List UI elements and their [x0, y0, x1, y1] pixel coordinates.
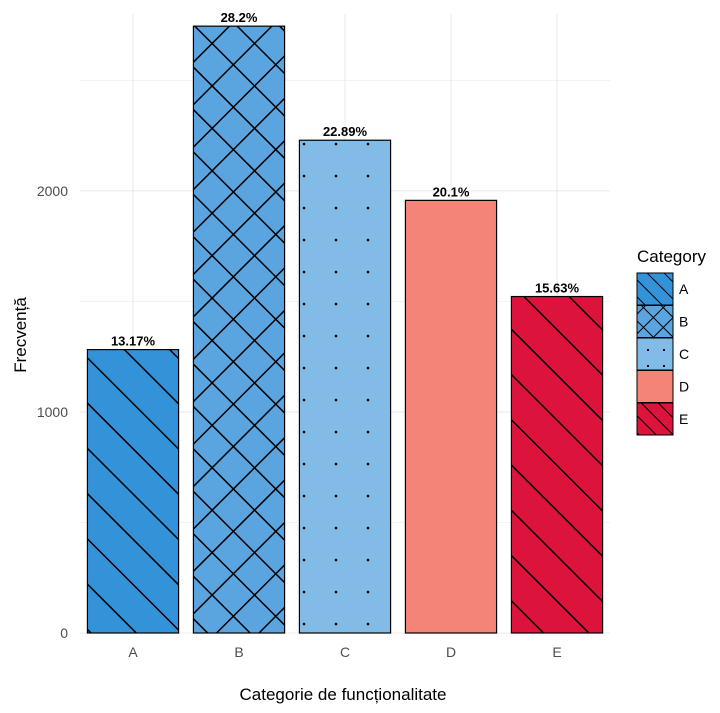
x-axis-title: Categorie de funcționalitate — [240, 685, 447, 704]
data-label-b: 28.2% — [221, 10, 258, 25]
legend-title: Category — [637, 247, 706, 266]
legend-item-d: D — [636, 370, 689, 403]
legend-key-pattern — [637, 338, 673, 370]
bar-outline — [404, 199, 498, 634]
legend-key-outline — [636, 402, 674, 436]
legend-items: A BC DE — [636, 272, 689, 436]
y-tick-label: 2000 — [37, 183, 68, 199]
y-axis-ticks: 0 1000 2000 — [37, 183, 68, 641]
y-axis-title: Frecvență — [11, 297, 30, 373]
bar-d — [404, 199, 498, 634]
bar-b — [192, 25, 286, 634]
legend-item-e: E — [636, 402, 688, 436]
bar-pattern — [87, 349, 179, 633]
x-tick-label: A — [128, 644, 138, 660]
legend: Category A BC DE — [636, 247, 706, 436]
bar-pattern — [511, 296, 603, 633]
bar-outline — [298, 139, 392, 634]
y-tick-label: 0 — [60, 625, 68, 641]
y-tick-label: 1000 — [37, 404, 68, 420]
legend-label: D — [679, 379, 689, 395]
legend-key-pattern — [637, 403, 673, 435]
legend-label: E — [679, 411, 688, 427]
legend-label: C — [679, 346, 689, 362]
bar-outline — [86, 348, 180, 634]
data-label-a: 13.17% — [111, 334, 156, 349]
data-labels: 13.17% 28.2% 22.89% 20.1% 15.63% — [111, 10, 580, 348]
bars — [86, 25, 604, 634]
bar-pattern — [193, 26, 285, 633]
bar-e — [510, 295, 604, 634]
legend-key — [637, 370, 673, 403]
bar-c — [298, 139, 392, 634]
bar-a — [86, 348, 180, 634]
legend-item-b: B — [636, 305, 688, 338]
data-label-c: 22.89% — [323, 124, 368, 139]
bar-fill — [405, 200, 497, 633]
bar-outline — [192, 25, 286, 634]
legend-label: A — [679, 281, 689, 297]
data-label-d: 20.1% — [433, 184, 470, 199]
x-tick-label: B — [234, 644, 243, 660]
x-tick-label: E — [552, 644, 561, 660]
legend-label: B — [679, 314, 688, 330]
data-label-e: 15.63% — [535, 281, 580, 296]
legend-key-pattern — [637, 305, 673, 338]
bar-pattern — [299, 140, 391, 633]
x-tick-label: D — [446, 644, 456, 660]
x-axis-ticks: A B C D E — [128, 644, 561, 660]
x-tick-label: C — [340, 644, 350, 660]
bar-outline — [510, 295, 604, 634]
legend-item-c: C — [636, 337, 689, 371]
legend-key-pattern — [637, 273, 673, 305]
legend-item-a: A — [636, 272, 689, 306]
